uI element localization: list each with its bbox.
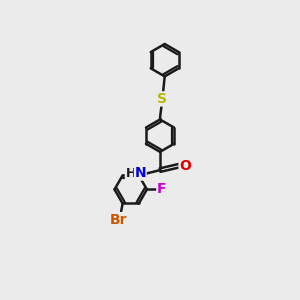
Text: F: F xyxy=(157,182,166,197)
Text: Br: Br xyxy=(110,213,127,227)
Text: O: O xyxy=(179,159,191,173)
Text: N: N xyxy=(134,166,146,180)
Text: S: S xyxy=(158,92,167,106)
Text: H: H xyxy=(125,167,136,180)
